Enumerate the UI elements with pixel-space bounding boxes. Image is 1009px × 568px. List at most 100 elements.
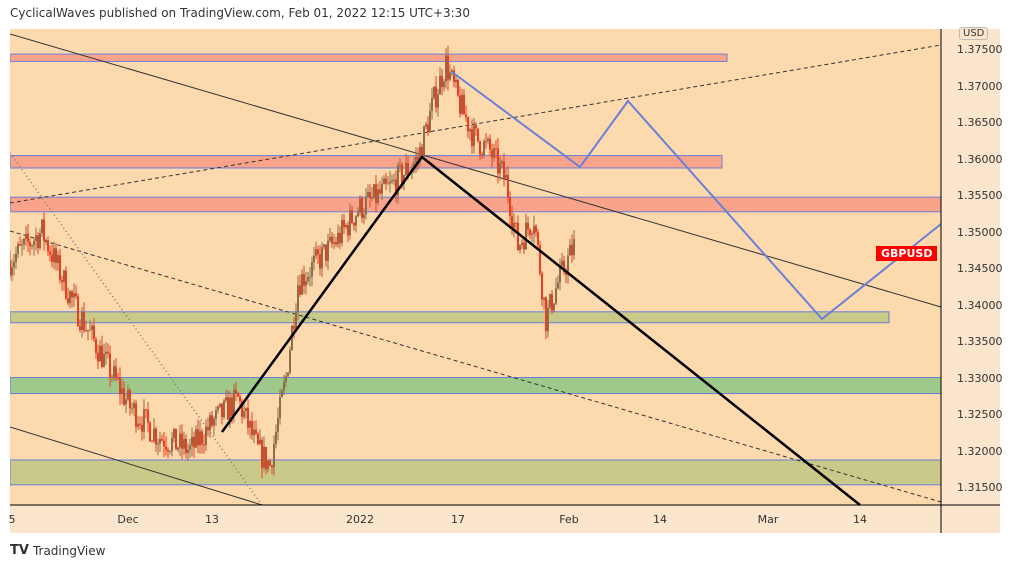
time-tick: Dec (117, 513, 139, 526)
candle-body (565, 272, 567, 275)
candle-body (171, 438, 173, 451)
candle-body (63, 270, 65, 283)
candle-body (499, 163, 501, 174)
candle-body (471, 129, 473, 147)
candle-body (115, 366, 117, 378)
candle-body (125, 399, 127, 405)
price-tick: 1.37500 (957, 43, 1003, 56)
tradingview-logo[interactable]: TV TradingView (10, 543, 105, 558)
candle-body (475, 125, 477, 129)
candle-body (209, 415, 211, 431)
candle-body (15, 253, 17, 263)
price-tick: 1.31500 (957, 481, 1003, 494)
projection-path[interactable] (451, 71, 942, 321)
candle-body (145, 409, 147, 411)
candle-body (97, 352, 99, 362)
candle-body (503, 161, 505, 179)
candle-body (247, 407, 249, 428)
candle-body (179, 433, 181, 448)
price-tick: 1.33000 (957, 371, 1003, 385)
candle-body (221, 403, 223, 417)
zone-olive[interactable] (10, 459, 942, 486)
brand-name: TradingView (32, 543, 106, 558)
candle-body (417, 156, 419, 160)
candle-body (185, 438, 187, 454)
currency-badge[interactable]: USD (959, 27, 989, 40)
thick-wave-line[interactable] (220, 155, 861, 506)
candle-body (167, 449, 169, 452)
candle-body (43, 219, 45, 241)
candle-body (37, 235, 39, 249)
candle-body (353, 222, 355, 226)
candle-body (455, 79, 457, 83)
price-tick: 1.34000 (957, 298, 1003, 312)
candle-body (327, 240, 329, 261)
candle-body (461, 94, 463, 114)
candle-body (243, 410, 245, 417)
candle-body (103, 353, 105, 367)
candle-body (571, 244, 573, 256)
candle-body (359, 198, 361, 213)
candle-body (93, 325, 95, 340)
candle-body (405, 162, 407, 176)
candle-body (257, 433, 259, 445)
candle-body (67, 298, 69, 304)
zone-green[interactable] (10, 377, 942, 395)
candle-body (313, 255, 315, 263)
zone-salmon[interactable] (10, 155, 723, 169)
candle-body (437, 94, 439, 108)
candle-body (47, 240, 49, 252)
candle-body (319, 254, 321, 269)
candle-body (549, 294, 551, 308)
candle-body (137, 423, 139, 427)
candle-body (277, 417, 279, 432)
candle-body (555, 288, 557, 304)
candle-body (71, 291, 73, 298)
candle-body (153, 428, 155, 442)
candle-body (547, 307, 549, 332)
candle-body (497, 148, 499, 174)
candle-body (493, 148, 495, 158)
candle-body (445, 55, 447, 82)
candle-body (535, 226, 537, 233)
dotted-trendline[interactable] (10, 152, 263, 506)
candle-body (109, 353, 111, 378)
candle-body (295, 311, 297, 329)
candle-body (197, 429, 199, 446)
candle-body (255, 429, 257, 434)
candle-body (51, 254, 53, 263)
candle-body (369, 192, 371, 198)
candle-body (421, 146, 423, 157)
candle-body (283, 381, 285, 391)
candle-body (19, 244, 21, 246)
publish-info: CyclicalWaves published on TradingView.c… (10, 6, 470, 20)
candle-body (77, 296, 79, 327)
candle-body (143, 409, 145, 432)
candle-body (487, 138, 489, 142)
time-tick: 17 (451, 513, 465, 526)
candle-body (215, 410, 217, 419)
candle-body (533, 226, 535, 234)
chart-area[interactable]: 1.37500 1.37000 1.36500 1.36000 1.35500 1.350… (9, 27, 1003, 533)
candle-body (477, 128, 479, 142)
trendline[interactable] (10, 33, 942, 308)
zone-salmon[interactable] (10, 53, 728, 62)
candle-body (293, 325, 295, 329)
candle-body (55, 248, 57, 263)
candle-body (439, 75, 441, 95)
candle-body (357, 212, 359, 217)
price-chart[interactable] (10, 29, 1000, 533)
candle-body (485, 141, 487, 143)
time-tick: 2022 (346, 513, 374, 526)
candle-body (379, 189, 381, 194)
candle-body (263, 447, 265, 468)
candle-body (173, 428, 175, 439)
candle-body (267, 460, 269, 470)
zone-olive[interactable] (10, 311, 890, 324)
candle-body (107, 351, 109, 354)
dashed-channel-lower[interactable] (10, 230, 942, 503)
candle-body (323, 244, 325, 248)
candle-body (273, 444, 275, 468)
lower-trendline[interactable] (10, 426, 263, 506)
candle-body (205, 427, 207, 446)
